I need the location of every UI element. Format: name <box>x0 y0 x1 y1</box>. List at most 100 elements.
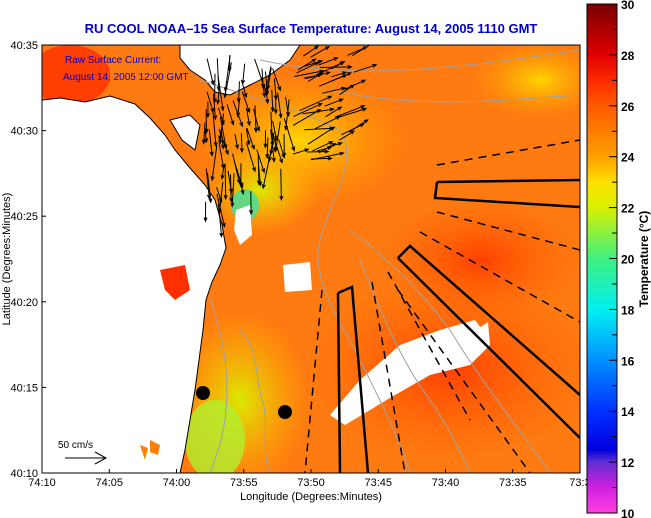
current-vector-arrow <box>338 130 356 141</box>
current-vector-arrow <box>272 68 281 92</box>
current-vector-arrow <box>218 113 225 145</box>
y-tick-label: 40:25 <box>10 211 38 223</box>
current-vector-arrow <box>270 89 275 113</box>
current-vector-arrow <box>204 128 209 144</box>
current-vector-arrow <box>261 77 267 98</box>
colorbar-tick-label: 10 <box>621 507 635 518</box>
current-vector-arrow <box>201 122 206 145</box>
x-tick-label: 73:35 <box>499 477 527 489</box>
inland-patch <box>140 440 160 460</box>
current-vector-arrow <box>217 181 224 215</box>
x-tick-label: 73:40 <box>432 477 460 489</box>
current-vector-arrow <box>241 63 246 85</box>
solid-transect-boxes <box>336 178 580 473</box>
colorbar-tick-label: 28 <box>621 49 635 63</box>
colorbar-tick-label: 12 <box>621 456 635 470</box>
y-tick-label: 40:35 <box>10 40 38 52</box>
current-vector-arrow <box>292 148 310 155</box>
current-vector-arrow <box>283 118 296 152</box>
current-vector-arrow <box>322 86 347 94</box>
current-vector-arrow <box>324 98 344 107</box>
current-vector-arrow <box>261 155 271 190</box>
current-vector-arrow <box>230 173 235 208</box>
current-vector-arrow <box>218 143 225 170</box>
current-vector-arrow <box>241 91 251 114</box>
y-axis-label: Latitude (Degrees:Minutes) <box>1 193 13 326</box>
current-vector-arrow <box>207 172 213 204</box>
current-vector-arrow <box>282 134 287 158</box>
land-new-jersey <box>42 95 227 473</box>
colorbar-tick-label: 16 <box>621 354 635 368</box>
surface-current-vectors <box>201 45 378 238</box>
current-vector-arrow <box>234 134 239 150</box>
current-vector-arrow <box>296 61 320 74</box>
current-vector-arrow <box>284 99 290 131</box>
land-sandy-hook <box>169 114 201 151</box>
current-vector-arrow <box>206 91 215 114</box>
current-vector-arrow <box>330 61 345 70</box>
scale-arrow-icon <box>65 451 108 465</box>
x-tick-label: 74:05 <box>95 477 123 489</box>
current-vector-arrow <box>273 135 278 153</box>
current-vector-arrow <box>325 106 343 118</box>
colorbar-tick-label: 18 <box>621 303 635 317</box>
x-tick-label: 73:3 <box>569 477 590 489</box>
current-vector-arrow <box>212 73 217 104</box>
current-vector-arrow <box>206 58 215 86</box>
current-vector-arrow <box>265 137 270 159</box>
current-vector-arrow <box>302 107 335 115</box>
x-tick-label: 74:10 <box>28 477 56 489</box>
current-vector-arrow <box>203 201 208 223</box>
colorbar-tick-label: 24 <box>621 151 635 165</box>
colorbar-ticks: 30 28 26 24 22 20 18 16 14 12 10 <box>609 0 635 518</box>
current-vector-arrow <box>218 129 229 156</box>
current-vector-arrow <box>256 149 265 174</box>
current-vector-arrow <box>312 141 334 152</box>
current-vector-arrow <box>310 156 333 161</box>
current-vector-arrow <box>216 86 221 105</box>
current-vector-arrow <box>279 168 284 201</box>
current-vector-arrow <box>264 66 272 94</box>
colorbar-tick-label: 30 <box>621 0 635 12</box>
current-vector-arrow <box>318 57 339 66</box>
current-vector-arrow <box>245 128 251 146</box>
current-vector-arrow <box>273 78 278 101</box>
y-tick-label: 40:10 <box>10 468 38 480</box>
current-vector-arrow <box>223 163 228 201</box>
current-vector-arrow <box>246 128 255 151</box>
current-vector-arrow <box>307 71 325 82</box>
current-vector-arrow <box>277 92 283 119</box>
current-vector-arrow <box>232 100 243 128</box>
current-vector-arrow <box>246 142 256 173</box>
current-vector-arrow <box>297 58 317 71</box>
current-vector-arrow <box>265 88 270 105</box>
x-tick-label: 73:55 <box>230 477 258 489</box>
y-axis-ticks: 40:35 40:30 40:25 40:20 40:15 40:10 <box>10 40 46 480</box>
x-tick-label: 74:00 <box>163 477 191 489</box>
current-vector-arrow <box>253 105 258 134</box>
river-warm-patch <box>160 265 190 300</box>
current-vector-arrow <box>307 149 330 154</box>
current-vector-arrow <box>299 95 333 112</box>
current-vector-arrow <box>213 93 218 121</box>
current-vector-arrow <box>341 123 365 136</box>
current-vector-arrow <box>226 104 235 126</box>
current-vector-arrow <box>327 142 344 148</box>
colorbar-label: Temperature (°C) <box>637 211 651 308</box>
x-axis-label: Longitude (Degrees:Minutes) <box>240 491 382 503</box>
current-vector-arrow <box>217 107 225 126</box>
current-vector-arrow <box>334 105 366 118</box>
figure-title: RU COOL NOAA–15 Sea Surface Temperature:… <box>85 21 538 36</box>
map-area <box>42 45 580 473</box>
current-vector-arrow <box>256 153 261 186</box>
current-vector-arrow <box>319 64 353 69</box>
x-tick-label: 73:45 <box>364 477 392 489</box>
colorbar-tick-label: 26 <box>621 100 635 114</box>
current-annotation-line1: Raw Surface Current: <box>65 55 161 66</box>
x-axis-ticks: 74:10 74:05 74:00 73:55 73:50 73:45 73:40 73:35… <box>28 469 591 489</box>
current-vector-arrow <box>307 126 336 145</box>
current-vector-arrow <box>210 145 218 182</box>
current-vector-arrow <box>238 163 243 188</box>
land-long-island <box>179 45 301 96</box>
transect-lines <box>304 139 580 473</box>
